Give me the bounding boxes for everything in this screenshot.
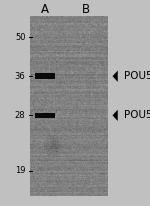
- Text: 50: 50: [15, 33, 26, 42]
- Bar: [35, 73, 55, 79]
- Text: 36: 36: [15, 72, 26, 81]
- Polygon shape: [112, 110, 118, 121]
- Text: 28: 28: [15, 111, 26, 120]
- Text: POU5F1: POU5F1: [124, 110, 150, 120]
- Text: B: B: [81, 3, 90, 16]
- Polygon shape: [112, 71, 118, 82]
- Bar: [35, 113, 55, 118]
- Text: POU5F1: POU5F1: [124, 71, 150, 81]
- Text: A: A: [41, 3, 49, 16]
- Text: 19: 19: [15, 166, 26, 176]
